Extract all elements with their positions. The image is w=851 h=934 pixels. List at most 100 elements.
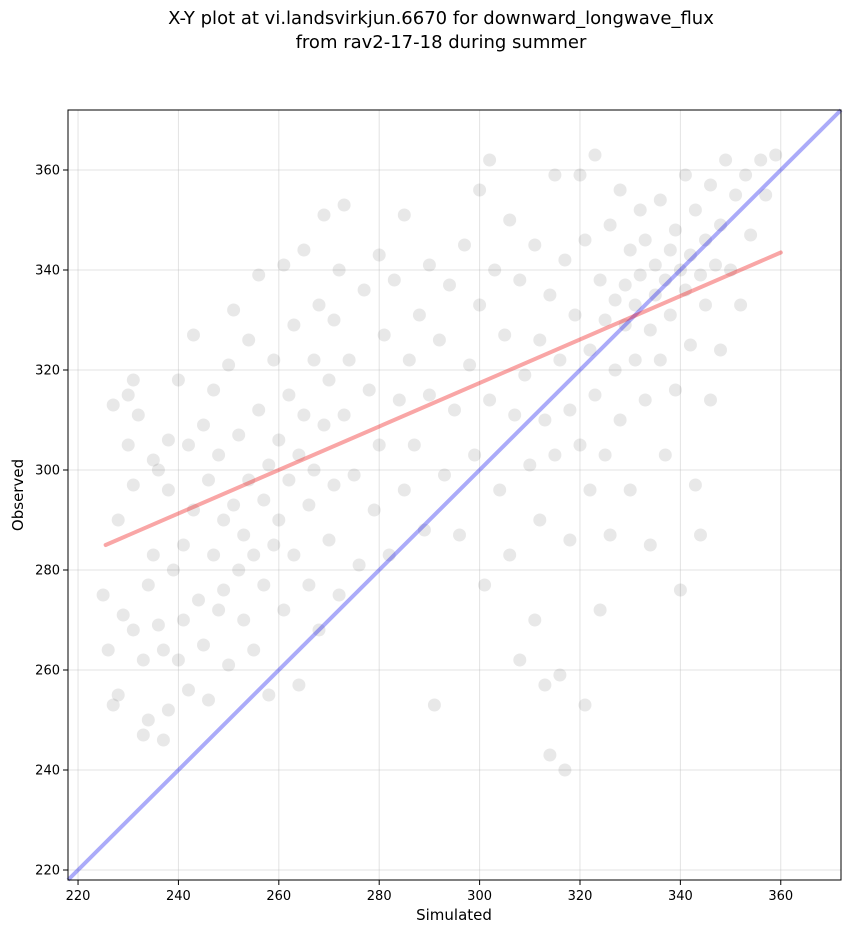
data-point <box>126 373 140 387</box>
axis-ticks: 220 240 260 280 300 320 340 360 220 240 260 280 300 3… <box>35 164 793 905</box>
data-point <box>151 618 165 632</box>
data-point <box>553 668 567 682</box>
data-point <box>683 248 697 262</box>
data-point <box>563 533 577 547</box>
data-point <box>106 698 120 712</box>
data-point <box>247 548 261 562</box>
data-point <box>282 388 296 402</box>
data-point <box>633 268 647 282</box>
data-point <box>272 433 286 447</box>
data-point <box>518 368 532 382</box>
data-point <box>688 478 702 492</box>
y-tick-label: 280 <box>35 564 60 579</box>
data-point <box>573 438 587 452</box>
data-point <box>688 203 702 217</box>
data-point <box>277 258 291 272</box>
data-point <box>212 448 226 462</box>
data-point <box>478 578 492 592</box>
data-point <box>267 353 281 367</box>
data-point <box>729 188 743 202</box>
data-point <box>307 463 321 477</box>
data-point <box>432 333 446 347</box>
data-point <box>161 433 175 447</box>
data-point <box>699 233 712 247</box>
data-point <box>513 273 527 287</box>
data-point <box>141 578 155 592</box>
data-point <box>101 643 115 657</box>
data-point <box>438 468 451 482</box>
data-point <box>503 213 517 227</box>
y-axis-label: Observed <box>9 459 27 531</box>
data-point <box>583 343 597 357</box>
data-point <box>257 493 271 507</box>
data-point <box>357 283 371 297</box>
data-point <box>463 358 477 372</box>
data-point <box>141 713 155 727</box>
data-point <box>458 238 471 252</box>
data-point <box>262 458 276 472</box>
data-point <box>156 733 170 747</box>
data-point <box>252 403 266 417</box>
data-point <box>272 513 286 527</box>
data-point <box>337 408 351 422</box>
data-point <box>161 483 175 497</box>
data-point <box>352 558 366 572</box>
data-point <box>166 563 180 577</box>
data-point <box>558 763 572 777</box>
data-point <box>653 193 667 207</box>
data-point <box>187 503 200 517</box>
data-point <box>678 283 692 297</box>
data-point <box>322 373 336 387</box>
data-point <box>207 548 221 562</box>
data-point <box>176 613 190 627</box>
data-point <box>367 503 381 517</box>
data-point <box>694 268 707 282</box>
data-point <box>372 438 386 452</box>
data-point <box>96 588 110 602</box>
data-point <box>362 383 376 397</box>
chart-title-line-1: X-Y plot at vi.landsvirkjun.6670 for dow… <box>168 8 714 29</box>
data-point <box>111 513 125 527</box>
data-point <box>161 703 175 717</box>
data-point <box>217 513 231 527</box>
data-point <box>673 263 687 277</box>
data-point <box>623 243 637 257</box>
data-point <box>327 478 341 492</box>
data-point <box>528 238 542 252</box>
data-point <box>694 528 707 542</box>
data-point <box>136 728 150 742</box>
data-point <box>643 538 657 552</box>
data-point <box>347 468 361 482</box>
data-point <box>598 313 612 327</box>
data-point <box>302 498 316 512</box>
data-point <box>392 393 406 407</box>
data-point <box>744 228 758 242</box>
data-point <box>297 408 311 422</box>
data-point <box>473 298 487 312</box>
data-point <box>543 288 557 302</box>
data-point <box>739 168 753 182</box>
data-point <box>262 688 276 702</box>
data-point <box>523 458 537 472</box>
reference-lines <box>66 108 843 882</box>
data-point <box>493 483 507 497</box>
data-point <box>683 338 697 352</box>
data-point <box>182 438 195 452</box>
data-point <box>407 438 421 452</box>
grid <box>68 110 841 880</box>
data-point <box>618 318 632 332</box>
data-point <box>287 318 301 332</box>
data-point <box>558 253 572 267</box>
data-point <box>237 613 251 627</box>
data-point <box>488 263 502 277</box>
data-point <box>187 328 200 342</box>
y-tick-label: 240 <box>35 764 60 779</box>
data-point <box>673 583 687 597</box>
data-point <box>136 653 150 667</box>
data-point <box>543 748 557 762</box>
data-point <box>212 603 226 617</box>
data-point <box>202 693 215 707</box>
data-point <box>633 203 647 217</box>
data-point <box>146 453 160 467</box>
